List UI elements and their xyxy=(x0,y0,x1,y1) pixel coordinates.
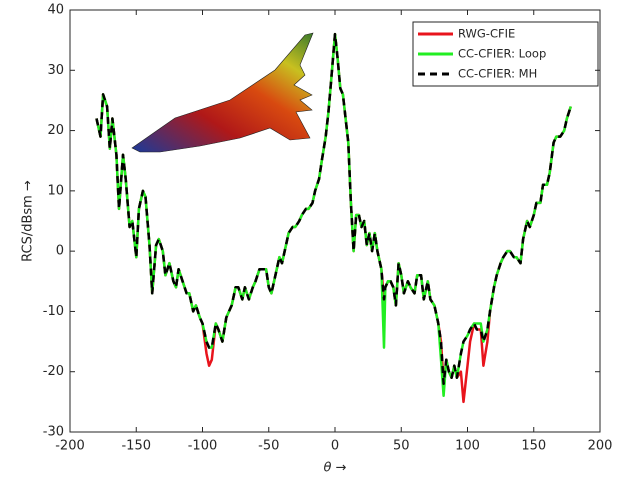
legend-label: CC-CFIER: MH xyxy=(458,67,537,81)
series-line xyxy=(95,32,572,398)
x-tick-label: 0 xyxy=(331,439,339,454)
y-tick-label: -20 xyxy=(43,364,64,379)
x-tick-label: -200 xyxy=(55,439,85,454)
x-tick-label: 50 xyxy=(393,439,410,454)
legend: RWG-CFIE CC-CFIER: Loop CC-CFIER: MH xyxy=(412,21,599,87)
y-tick-label: 10 xyxy=(47,183,64,198)
x-axis-label: θ → xyxy=(324,461,347,476)
legend-label: RWG-CFIE xyxy=(458,27,515,41)
legend-label: CC-CFIER: Loop xyxy=(458,47,546,61)
x-tick-label: 200 xyxy=(588,439,613,454)
y-tick-label: 20 xyxy=(47,123,64,138)
shuttle-image xyxy=(131,32,314,153)
x-tick-label: 100 xyxy=(455,439,480,454)
series-line xyxy=(95,32,572,386)
y-tick-label: -30 xyxy=(43,425,64,440)
y-tick-label: -10 xyxy=(43,304,64,319)
y-tick-label: 30 xyxy=(47,63,64,78)
x-tick-label: 150 xyxy=(521,439,546,454)
x-tick-label: -100 xyxy=(188,439,218,454)
y-axis-label: RCS/dBsm → xyxy=(21,180,36,262)
y-tick-label: 40 xyxy=(47,3,64,18)
x-tick-label: -150 xyxy=(121,439,151,454)
series-line xyxy=(95,32,572,404)
x-tick-label: -50 xyxy=(258,439,279,454)
y-tick-label: 0 xyxy=(56,244,64,259)
